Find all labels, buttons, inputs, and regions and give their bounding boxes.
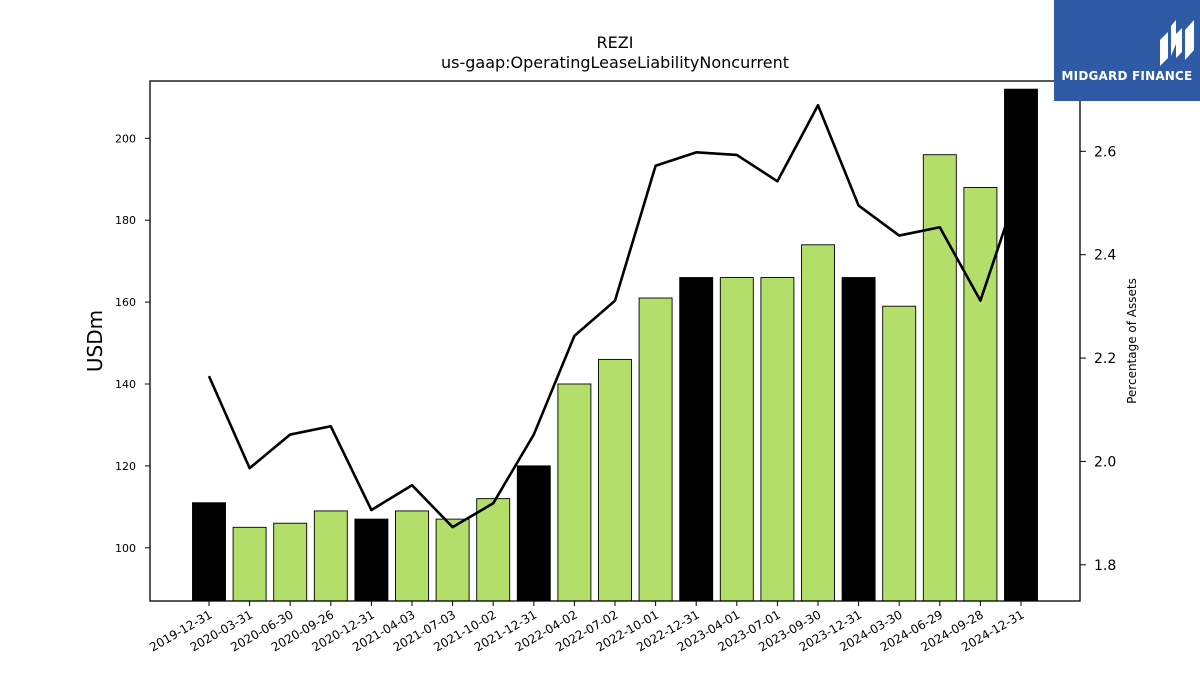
chart-title: REZI (597, 33, 634, 52)
percentage-line (207, 103, 1023, 529)
y2-tick-label: 2.6 (1094, 144, 1116, 160)
bar-2020-09-26 (313, 510, 348, 602)
right-axis: 1.8 2.0 2.2 2.4 2.6 (1080, 144, 1116, 574)
bar-2024-03-30 (882, 305, 917, 602)
bar-2021-04-03 (395, 510, 429, 602)
bar-2024-06-29 (922, 154, 957, 602)
x-axis: 2019-12-312020-03-312020-06-302020-09-26… (147, 601, 1027, 654)
bar-2024-09-28 (963, 187, 998, 602)
bar-series (192, 88, 1038, 602)
y-tick-label: 120 (115, 460, 136, 473)
bar-2021-07-03 (435, 518, 470, 602)
y2-axis-label: Percentage of Assets (1125, 278, 1139, 404)
bar-2019-12-31 (192, 502, 226, 602)
chart-subtitle: us-gaap:OperatingLeaseLiabilityNoncurren… (441, 53, 789, 72)
y-tick-label: 200 (115, 132, 136, 145)
bar-2021-10-02 (476, 498, 511, 602)
brand-logo: MIDGARD FINANCE (1054, 0, 1200, 101)
y2-tick-label: 2.4 (1094, 248, 1116, 264)
bar-2022-12-31 (679, 277, 714, 602)
bar-2022-04-02 (557, 383, 592, 602)
y-axis-label: USDm (83, 310, 107, 372)
bar-2023-09-30 (801, 244, 835, 602)
y2-tick-label: 2.2 (1094, 351, 1116, 367)
bar-2023-07-01 (760, 277, 795, 602)
bar-2020-12-31 (354, 518, 389, 602)
brand-mark-icon (1160, 20, 1194, 66)
y-tick-label: 100 (115, 542, 136, 555)
bar-2022-07-02 (598, 358, 632, 602)
y2-tick-label: 1.8 (1094, 558, 1116, 574)
y-tick-label: 180 (115, 214, 136, 227)
y2-tick-label: 2.0 (1094, 454, 1116, 470)
bar-2024-12-31 (1004, 88, 1038, 602)
bar-2023-04-01 (719, 277, 754, 602)
bar-2022-10-01 (638, 297, 673, 602)
brand-name: MIDGARD FINANCE (1061, 69, 1193, 83)
bar-2020-06-30 (273, 522, 308, 602)
bar-2023-12-31 (841, 277, 876, 602)
left-axis: 100 120 140 160 180 200 (115, 132, 150, 555)
bar-2020-03-31 (232, 526, 267, 602)
y-tick-label: 160 (115, 296, 136, 309)
bar-2021-12-31 (516, 465, 551, 602)
y-tick-label: 140 (115, 378, 136, 391)
